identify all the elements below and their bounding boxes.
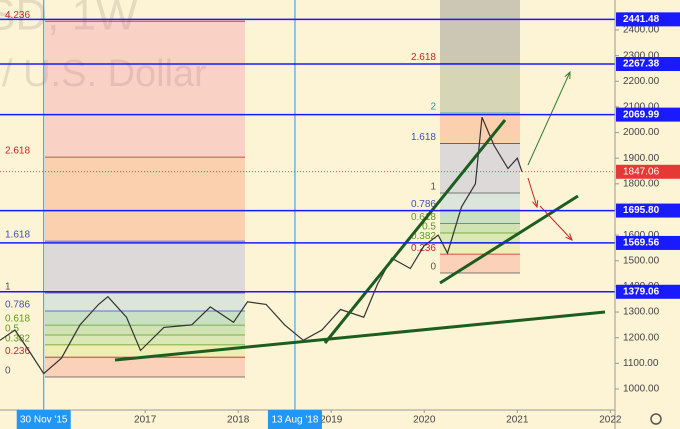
fib-band: [440, 254, 520, 273]
watermark: / U.S. Dollar: [2, 53, 207, 95]
arrow-head: [564, 70, 571, 80]
fib-band: [45, 310, 245, 326]
fib-band: [440, 193, 520, 211]
fib-band: [440, 63, 520, 113]
fib-band: [45, 157, 245, 242]
arrow: [527, 177, 538, 208]
fib-label: 0.5: [5, 324, 19, 335]
x-tick-label: 2017: [134, 415, 157, 426]
level-tag: [616, 284, 680, 299]
fib-label: 1: [430, 182, 436, 193]
fib-band: [440, 223, 520, 233]
level-tag: [616, 203, 680, 218]
trend-line: [323, 119, 507, 344]
fib-label: 0.382: [5, 334, 30, 345]
level-label: 2441.48: [623, 14, 660, 25]
y-tick-label: 1100.00: [623, 358, 659, 369]
fib-label: 4.236: [5, 10, 30, 21]
x-tick-label: 2022: [599, 415, 622, 426]
fib-label: 0.618: [5, 314, 30, 325]
price-line: [0, 116, 523, 375]
level-label: 2267.38: [623, 59, 660, 70]
fib-label: 1: [5, 282, 11, 293]
level-tag: [616, 12, 680, 27]
level-label: 2069.99: [623, 109, 660, 120]
level-tag: [616, 235, 680, 250]
y-tick-label: 1800.00: [623, 178, 660, 189]
x-tick-label: 2018: [227, 415, 250, 426]
x-tick-label: 2021: [506, 415, 529, 426]
fib-band: [45, 344, 245, 358]
level-label: 1379.06: [623, 286, 660, 297]
fib-band: [440, 0, 520, 64]
fib-band: [440, 233, 520, 243]
date-label: 30 Nov '15: [20, 415, 68, 426]
fib-label: 1.618: [5, 230, 30, 241]
fib-band: [45, 357, 245, 377]
level-tag: [616, 107, 680, 122]
arrow: [527, 71, 571, 166]
y-tick-label: 1300.00: [623, 307, 660, 318]
fib-label: 2: [430, 102, 436, 113]
x-tick-label: 2019: [320, 415, 343, 426]
level-label: 1695.80: [623, 205, 660, 216]
y-tick-label: 1500.00: [623, 255, 660, 266]
fib-band: [45, 335, 245, 345]
fib-band: [45, 293, 245, 311]
settings-icon[interactable]: [650, 413, 662, 425]
last-price-tag: [616, 164, 680, 179]
y-tick-label: 2300.00: [623, 50, 660, 61]
fib-label: 2.618: [5, 146, 30, 157]
y-tick-label: 2000.00: [623, 127, 660, 138]
y-tick-label: 2100.00: [623, 102, 660, 113]
date-tag: [16, 410, 71, 429]
level-label: 1569.56: [623, 238, 660, 249]
fib-band: [45, 21, 245, 158]
date-label: 13 Aug '18: [271, 415, 318, 426]
y-tick-label: 2400.00: [623, 25, 660, 36]
fib-band: [440, 210, 520, 224]
y-tick-label: 2200.00: [623, 76, 660, 87]
arrow: [539, 205, 573, 241]
date-tag: [267, 410, 322, 429]
fib-label: 0: [430, 262, 436, 273]
fib-band: [45, 241, 245, 293]
fib-label: 0.786: [5, 300, 30, 311]
level-tag: [616, 57, 680, 72]
fib-label: 1.618: [411, 132, 436, 143]
fib-label: 0.5: [422, 222, 436, 233]
fib-label: 0.236: [5, 346, 30, 357]
trend-line: [114, 310, 606, 362]
y-tick-label: 1900.00: [623, 153, 660, 164]
last-price-label: 1847.06: [623, 166, 660, 177]
y-tick-label: 1600.00: [623, 230, 660, 241]
fib-label: 0.786: [411, 199, 436, 210]
y-tick-label: 1200.00: [623, 332, 660, 343]
fib-band: [45, 325, 245, 335]
fib-label: 2.618: [411, 52, 436, 63]
fib-label: 0.382: [411, 231, 436, 242]
arrow-head: [565, 233, 573, 241]
arrow-head: [532, 199, 539, 209]
x-tick-label: 2020: [413, 415, 436, 426]
fib-label: 0.236: [411, 243, 436, 254]
y-tick-label: 1000.00: [623, 384, 660, 395]
fib-band: [440, 242, 520, 255]
fib-label: 0: [5, 366, 11, 377]
fib-label: 0.618: [411, 212, 436, 223]
